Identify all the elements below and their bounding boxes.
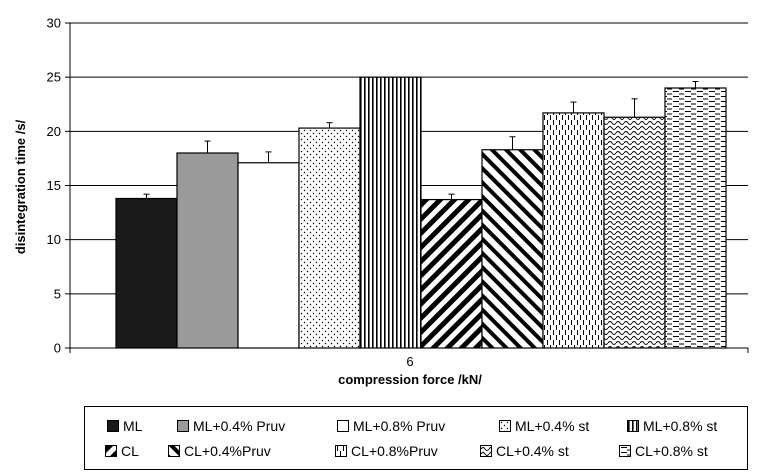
error-bar (326, 122, 333, 129)
error-bar (570, 101, 577, 113)
legend-swatch (177, 420, 189, 432)
legend-label: ML+0.4% Pruv (193, 418, 286, 434)
legend-swatch (107, 420, 119, 432)
bars (115, 76, 727, 349)
y-tick-label: 0 (54, 341, 61, 356)
bar (481, 149, 544, 349)
legend-row: CL CL+0.4%Pruv CL+0.8%Pruv CL+0.4% st CL+0.8… (85, 440, 747, 462)
error-bar (143, 193, 150, 199)
legend-label: CL+0.8%Pruv (351, 443, 438, 459)
axes (65, 22, 749, 353)
legend-swatch (168, 445, 180, 457)
y-axis-title: disintegration time /s/ (13, 119, 28, 254)
bar (420, 198, 483, 349)
error-bar (631, 98, 638, 118)
legend-swatch (335, 445, 347, 457)
legend-item: ML (107, 415, 142, 437)
bar (664, 87, 727, 349)
legend-swatch (480, 445, 492, 457)
legend-item: CL+0.4% st (480, 440, 569, 462)
legend-swatch (337, 420, 349, 432)
legend-item: ML+0.8% st (627, 415, 717, 437)
y-tick-label: 5 (54, 286, 61, 301)
legend-swatch (499, 420, 511, 432)
legend-label: ML+0.8% st (643, 418, 718, 434)
bar (115, 197, 178, 349)
legend-label: ML+0.8% Pruv (353, 418, 446, 434)
error-bar (448, 193, 455, 200)
legend-label: CL+0.4% st (496, 443, 569, 459)
legend-row: ML ML+0.4% Pruv ML+0.8% Pruv ML+0.4% st ML+0… (85, 415, 747, 437)
error-bar (692, 81, 699, 88)
legend-label: ML+0.4% st (515, 418, 590, 434)
bar (542, 112, 605, 349)
legend-label: CL+0.8% st (635, 443, 708, 459)
legend-item: ML+0.8% Pruv (337, 415, 445, 437)
tick-labels: 0 5 10 15 20 25 30 6 (47, 16, 414, 370)
legend: ML ML+0.4% Pruv ML+0.8% Pruv ML+0.4% st ML+0… (84, 406, 748, 470)
x-axis-title: compression force /kN/ (338, 372, 482, 387)
legend-swatch (619, 445, 631, 457)
x-tick-label: 6 (406, 354, 413, 369)
y-tick-label: 15 (47, 178, 61, 193)
y-tick-label: 20 (47, 124, 61, 139)
y-tick-label: 10 (47, 232, 61, 247)
legend-item: CL+0.8%Pruv (335, 440, 438, 462)
y-tick-label: 30 (47, 16, 61, 31)
legend-item: CL (105, 440, 139, 462)
error-bar (265, 151, 272, 163)
bar (237, 162, 300, 349)
legend-label: ML (123, 418, 143, 434)
error-bar (204, 140, 211, 153)
bar (298, 127, 361, 349)
legend-swatch (105, 445, 117, 457)
legend-swatch (627, 420, 639, 432)
legend-label: CL (121, 443, 139, 459)
y-tick-label: 25 (47, 70, 61, 85)
legend-label: CL+0.4%Pruv (184, 443, 271, 459)
bar (359, 76, 422, 349)
bar-chart: 0 5 10 15 20 25 30 6 disintegration time /s/ co… (13, 16, 749, 387)
error-bar (509, 136, 516, 150)
legend-item: ML+0.4% st (499, 415, 589, 437)
legend-item: CL+0.4%Pruv (168, 440, 271, 462)
bar (603, 116, 666, 349)
legend-item: ML+0.4% Pruv (177, 415, 285, 437)
legend-item: CL+0.8% st (619, 440, 708, 462)
bar (176, 152, 239, 349)
